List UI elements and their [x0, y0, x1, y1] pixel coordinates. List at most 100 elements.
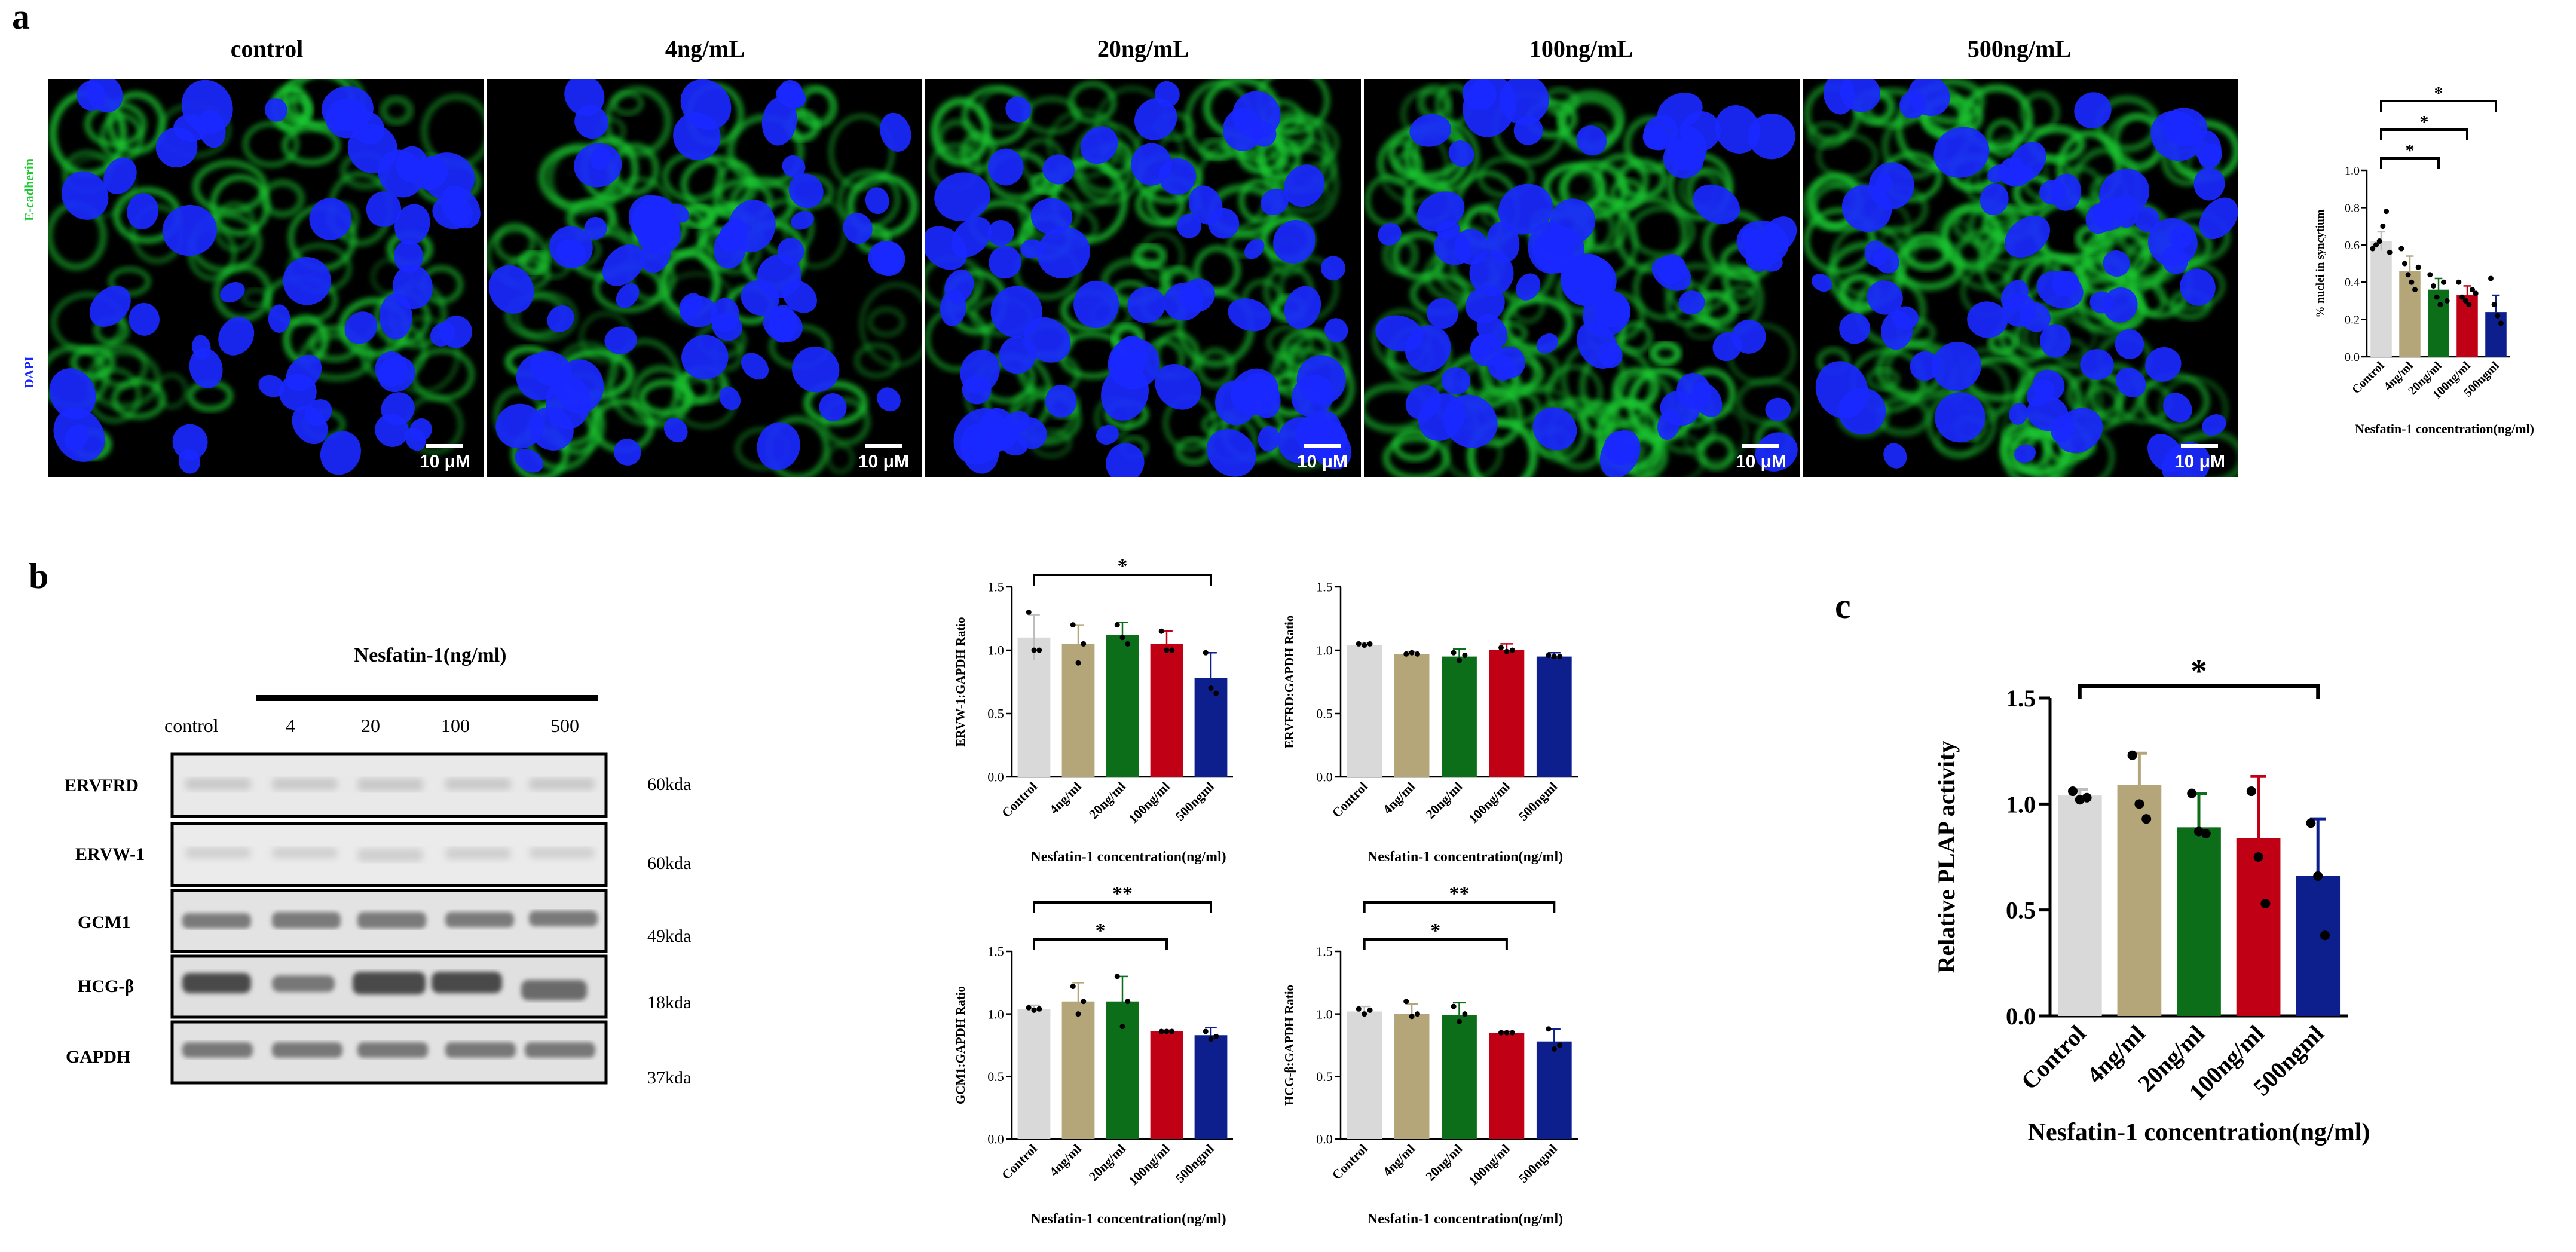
- membrane-stain: [1613, 368, 1659, 408]
- data-point: [2246, 786, 2256, 797]
- nucleus: [761, 96, 797, 146]
- nucleus: [2039, 179, 2067, 205]
- significance-label: **: [1112, 883, 1133, 905]
- nucleus: [1080, 126, 1118, 164]
- blot-strip-gcm1: [170, 889, 608, 953]
- membrane-stain: [282, 125, 341, 166]
- nucleus: [344, 311, 378, 344]
- nucleus: [934, 172, 990, 221]
- bar: [1150, 1031, 1183, 1139]
- nucleus: [430, 322, 455, 347]
- significance-label: *: [1118, 555, 1128, 577]
- data-point: [1409, 650, 1415, 656]
- y-tick-label: 1.5: [1316, 944, 1333, 959]
- nucleus: [865, 187, 889, 215]
- nucleus: [1215, 380, 1256, 426]
- nucleus: [440, 186, 481, 229]
- data-point: [1551, 654, 1557, 660]
- nucleus: [868, 241, 904, 275]
- scale-label: 10 μM: [1735, 452, 1786, 472]
- nucleus: [1155, 364, 1201, 410]
- data-point: [1075, 1011, 1081, 1017]
- data-point: [1158, 628, 1164, 634]
- data-point: [2498, 320, 2504, 326]
- bar: [2117, 785, 2162, 1016]
- blot-title: Nesfatin-1(ng/ml): [354, 644, 507, 666]
- lane-label-100: 100: [441, 715, 470, 736]
- nucleus: [1599, 430, 1641, 477]
- bar: [2057, 795, 2102, 1016]
- nucleus: [1073, 280, 1119, 329]
- nucleus: [1232, 91, 1281, 139]
- nucleus: [1910, 351, 1940, 381]
- data-point: [1036, 1006, 1042, 1012]
- y-axis-label: GCM1:GAPDH Ratio: [953, 986, 968, 1104]
- nucleus: [1284, 164, 1325, 207]
- nucleus: [309, 198, 352, 240]
- data-point: [1509, 1030, 1515, 1036]
- significance-bracket: [2380, 100, 2497, 112]
- significance-bracket: [1033, 574, 1212, 586]
- membrane-stain: [855, 343, 899, 378]
- nucleus: [757, 422, 800, 470]
- significance-label: *: [1096, 920, 1106, 942]
- nucleus: [488, 265, 534, 314]
- nucleus: [2054, 408, 2103, 454]
- membrane-stain: [1630, 206, 1694, 257]
- scale-bar: 10 μM: [2174, 444, 2225, 472]
- nucleus: [268, 304, 290, 333]
- data-point: [1415, 1011, 1421, 1017]
- data-point: [1403, 651, 1409, 657]
- membrane-stain: [1988, 330, 2018, 354]
- data-point: [2082, 792, 2092, 803]
- nucleus: [777, 238, 804, 265]
- nucleus: [1839, 313, 1870, 344]
- nucleus: [1516, 273, 1541, 301]
- blot-row-label-ervfrd: ERVFRD: [65, 776, 139, 795]
- membrane-stain: [804, 381, 868, 426]
- nucleus: [584, 216, 607, 240]
- nucleus: [2161, 246, 2188, 274]
- blot-kda-ervw1: 60kda: [647, 853, 692, 873]
- blot-kda-gapdh: 37kda: [647, 1068, 692, 1088]
- micrograph-control: 10 μM: [48, 79, 484, 477]
- nucleus: [2198, 143, 2222, 169]
- membrane-stain: [1650, 341, 1682, 366]
- membrane-stain: [192, 160, 267, 214]
- nucleus: [791, 210, 814, 230]
- blot-kda-hcgb: 18kda: [647, 993, 692, 1012]
- bar: [1442, 656, 1477, 777]
- membrane-stain: [1547, 365, 1602, 419]
- nucleus: [2032, 369, 2065, 402]
- nucleus: [951, 216, 992, 258]
- membrane-stain: [1200, 137, 1233, 161]
- nucleus: [987, 148, 1024, 186]
- data-point: [2306, 818, 2316, 828]
- nucleus: [495, 403, 544, 449]
- membrane-stain: [1902, 234, 1951, 271]
- membrane-stain: [1393, 428, 1437, 461]
- column-title-500ng: 500ng/mL: [1967, 35, 2072, 62]
- nucleus: [628, 195, 680, 247]
- membrane-stain: [96, 344, 148, 388]
- y-tick-label: 1.0: [987, 643, 1004, 658]
- data-point: [1213, 690, 1219, 696]
- data-point: [2141, 814, 2152, 824]
- blot-strip-hcgb: [170, 954, 608, 1019]
- y-tick-label: 0.5: [1316, 706, 1333, 721]
- y-tick-label: 0.0: [2006, 1003, 2036, 1030]
- nucleus: [1676, 372, 1711, 410]
- data-point: [1208, 685, 1214, 691]
- nucleus: [1321, 256, 1346, 281]
- data-point: [1158, 1028, 1164, 1034]
- data-point: [2491, 302, 2497, 308]
- nucleus: [944, 269, 974, 304]
- lane-label-control: control: [164, 715, 219, 736]
- nucleus: [1427, 298, 1458, 329]
- nucleus: [64, 424, 89, 451]
- data-point: [1546, 652, 1552, 658]
- data-point: [1356, 641, 1362, 647]
- nucleus: [1536, 333, 1558, 354]
